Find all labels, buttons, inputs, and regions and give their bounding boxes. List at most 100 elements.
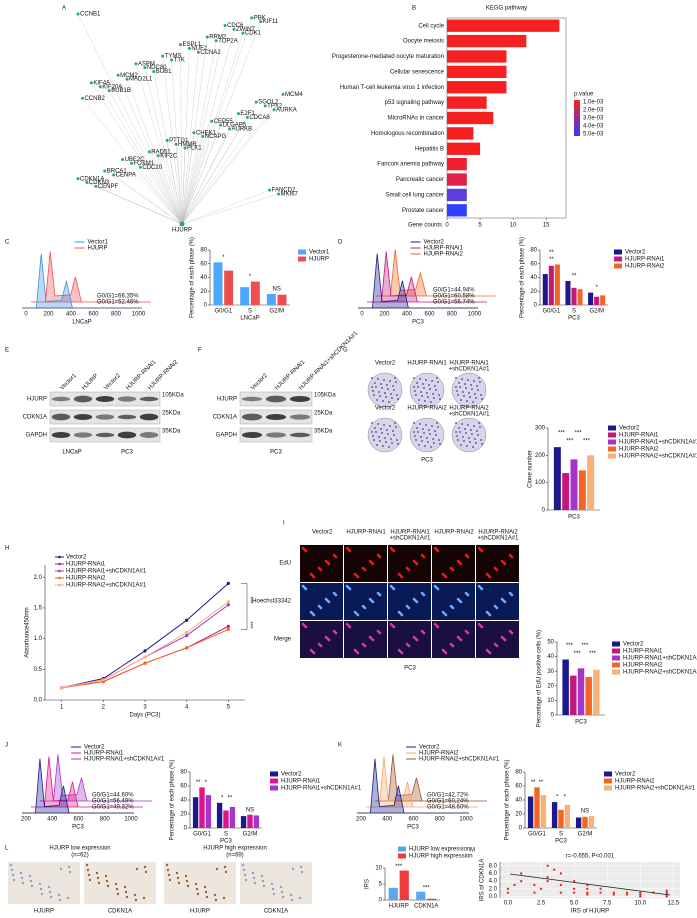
legend-label: HJURP-RNAi1 (84, 751, 124, 757)
point (143, 649, 147, 653)
blot-band (289, 432, 311, 438)
network-node (156, 154, 160, 158)
y-tick-label: 40 (530, 275, 537, 281)
ihc-stain (114, 882, 118, 886)
network-hub (179, 221, 185, 227)
cell (363, 568, 367, 572)
network-node (174, 142, 178, 146)
gene-label: MCM2 (120, 73, 138, 79)
colony (377, 423, 379, 425)
y-tick-label: 200 (535, 453, 546, 459)
row-label: GAPDH (216, 433, 237, 439)
size-label: 25KDa (314, 411, 333, 417)
network-edge (181, 109, 275, 225)
bar (223, 810, 229, 828)
blot-band (95, 432, 115, 438)
blot-band (241, 413, 263, 421)
network-node (80, 96, 84, 100)
ihc-stain (215, 867, 219, 871)
bar (578, 470, 586, 510)
legend-swatch (58, 569, 61, 573)
y-tick-label: 40 (547, 654, 554, 660)
ihc-image (84, 862, 156, 904)
chart-title: KEGG pathway (486, 6, 527, 12)
ihc-stain (196, 892, 200, 896)
legend-label: Vector2 (66, 555, 87, 561)
colony (383, 424, 385, 426)
flow-tick-label: 400 (47, 817, 58, 823)
network-node (219, 123, 223, 127)
network-node (196, 50, 200, 54)
category-label: Fanconi anemia pathway (377, 162, 444, 168)
significance: *** (246, 596, 252, 604)
bar (447, 81, 507, 94)
cell (400, 613, 404, 617)
ihc-stain (300, 870, 304, 874)
cell (466, 593, 470, 597)
significance: ** (539, 780, 544, 786)
point (612, 893, 616, 896)
ihc-stain (289, 893, 293, 897)
legend-swatch (608, 425, 616, 431)
x-tick-label: G2/M (589, 309, 604, 315)
colony (413, 431, 415, 433)
blot-band (139, 396, 159, 402)
y-tick-label: 2.0 (489, 886, 498, 892)
gene-label: TTK (174, 58, 185, 64)
flow-histogram (31, 251, 151, 303)
legend-swatch (298, 249, 306, 255)
colony (373, 439, 375, 441)
y-tick-label: 8.0 (489, 863, 498, 869)
colony (421, 440, 423, 442)
network-edge (113, 174, 183, 225)
network-node (210, 119, 214, 123)
bar (577, 289, 583, 305)
colony (436, 377, 438, 379)
cell (356, 575, 360, 579)
legend-label: HJURP-RNAi1+shCDKN1A#1 (281, 786, 362, 792)
significance: ** (549, 257, 554, 263)
y-tick-label: 40 (180, 798, 187, 804)
colony (437, 381, 439, 383)
blot-band (139, 413, 159, 421)
group-label: PC3 (121, 450, 133, 456)
line (61, 583, 229, 689)
y-tick-label: 0 (519, 826, 523, 832)
column-label: HJURP-RNAi1 (390, 530, 430, 536)
colony (481, 398, 483, 400)
bar (571, 287, 577, 305)
network-edge (181, 94, 284, 225)
legend-swatch (298, 256, 306, 262)
x-tick-label: S (559, 832, 563, 838)
column-label: HJURP-RNAi1 (346, 530, 386, 536)
legend-swatch (58, 583, 61, 587)
category-label: Human T-cell leukemia virus 1 infection (340, 85, 444, 91)
blot-band (265, 432, 287, 438)
network-node (281, 92, 285, 96)
gene-label: MKI67 (281, 192, 299, 198)
colony (415, 394, 417, 396)
row-label: GAPDH (26, 433, 47, 439)
colony (465, 432, 467, 434)
y-tick-label: 0.5 (34, 667, 43, 673)
colony-xlabel: PC3 (421, 458, 433, 464)
point (226, 603, 230, 607)
ihc-stain (203, 885, 207, 889)
significance: *** (574, 651, 582, 657)
ihc-stain (291, 867, 295, 871)
colony (395, 426, 397, 428)
colony (459, 431, 461, 433)
network-node (241, 31, 245, 35)
colony (439, 398, 441, 400)
legend-title: p.value (574, 92, 594, 98)
colony (371, 431, 373, 433)
group-label: HJURP high expression (203, 846, 267, 852)
ihc-stain (279, 885, 283, 889)
colony (385, 441, 387, 443)
ihc-stain (20, 876, 24, 880)
colony (436, 422, 438, 424)
colony (387, 433, 389, 435)
blot-band (289, 414, 311, 420)
y-tick-label: 10 (547, 698, 554, 704)
x-tick-label: 7.5 (603, 901, 612, 907)
